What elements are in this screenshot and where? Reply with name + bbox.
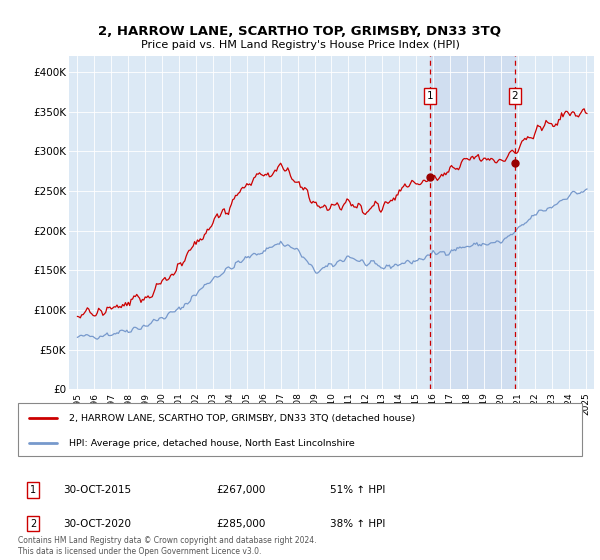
Bar	[430, 56, 515, 389]
Text: 1: 1	[30, 485, 36, 495]
Text: 38% ↑ HPI: 38% ↑ HPI	[330, 519, 385, 529]
Text: 2: 2	[512, 91, 518, 101]
Text: £285,000: £285,000	[216, 519, 265, 529]
FancyBboxPatch shape	[18, 403, 582, 456]
Text: 2, HARROW LANE, SCARTHO TOP, GRIMSBY, DN33 3TQ: 2, HARROW LANE, SCARTHO TOP, GRIMSBY, DN…	[98, 25, 502, 38]
Text: Contains HM Land Registry data © Crown copyright and database right 2024.
This d: Contains HM Land Registry data © Crown c…	[18, 536, 317, 556]
Text: £267,000: £267,000	[216, 485, 265, 495]
Text: 1: 1	[427, 91, 434, 101]
Text: 2: 2	[30, 519, 36, 529]
Text: Price paid vs. HM Land Registry's House Price Index (HPI): Price paid vs. HM Land Registry's House …	[140, 40, 460, 50]
Text: 51% ↑ HPI: 51% ↑ HPI	[330, 485, 385, 495]
Text: HPI: Average price, detached house, North East Lincolnshire: HPI: Average price, detached house, Nort…	[69, 438, 355, 447]
Text: 30-OCT-2020: 30-OCT-2020	[63, 519, 131, 529]
Text: 2, HARROW LANE, SCARTHO TOP, GRIMSBY, DN33 3TQ (detached house): 2, HARROW LANE, SCARTHO TOP, GRIMSBY, DN…	[69, 414, 415, 423]
Text: 30-OCT-2015: 30-OCT-2015	[63, 485, 131, 495]
